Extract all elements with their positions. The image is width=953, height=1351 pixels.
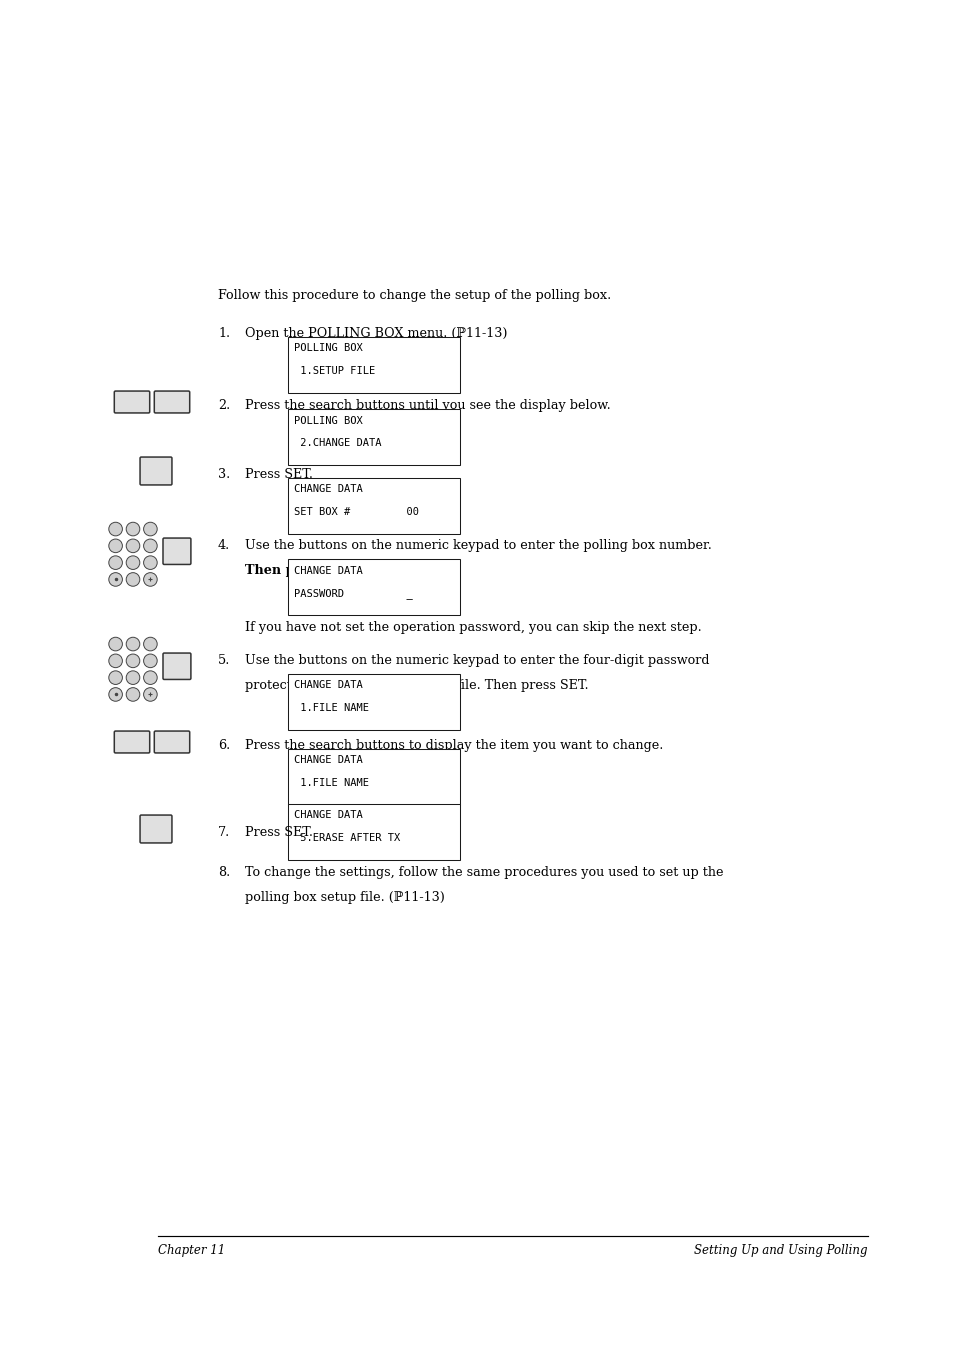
Bar <box>288 748 459 805</box>
Bar <box>288 409 459 465</box>
Text: 1.FILE NAME: 1.FILE NAME <box>294 703 369 713</box>
Text: 5.ERASE AFTER TX: 5.ERASE AFTER TX <box>294 834 400 843</box>
Text: 6.: 6. <box>218 739 230 753</box>
FancyBboxPatch shape <box>114 390 150 413</box>
Bar <box>288 674 459 730</box>
Circle shape <box>144 671 157 685</box>
Text: 2.CHANGE DATA: 2.CHANGE DATA <box>294 438 381 449</box>
Text: 1.FILE NAME: 1.FILE NAME <box>294 778 369 788</box>
Circle shape <box>109 671 122 685</box>
Text: CHANGE DATA: CHANGE DATA <box>294 811 363 820</box>
Circle shape <box>126 688 140 701</box>
Text: SET BOX #         00: SET BOX # 00 <box>294 507 419 517</box>
Circle shape <box>109 523 122 536</box>
Circle shape <box>144 654 157 667</box>
Text: 7.: 7. <box>218 825 230 839</box>
FancyBboxPatch shape <box>154 731 190 753</box>
Circle shape <box>144 573 157 586</box>
Circle shape <box>109 555 122 570</box>
Circle shape <box>144 555 157 570</box>
Text: Then press SET.: Then press SET. <box>245 563 359 577</box>
Text: POLLING BOX: POLLING BOX <box>294 343 363 354</box>
Text: 8.: 8. <box>218 866 230 880</box>
Circle shape <box>109 688 122 701</box>
Circle shape <box>126 638 140 651</box>
Text: To change the settings, follow the same procedures you used to set up the: To change the settings, follow the same … <box>245 866 722 880</box>
Circle shape <box>144 523 157 536</box>
Circle shape <box>144 638 157 651</box>
Text: Setting Up and Using Polling: Setting Up and Using Polling <box>694 1244 867 1256</box>
Circle shape <box>144 539 157 553</box>
Text: If you have not set the operation password, you can skip the next step.: If you have not set the operation passwo… <box>245 621 701 634</box>
Text: POLLING BOX: POLLING BOX <box>294 416 363 426</box>
FancyBboxPatch shape <box>163 538 191 565</box>
Text: 5.: 5. <box>218 654 230 667</box>
Text: Use the buttons on the numeric keypad to enter the four-digit password: Use the buttons on the numeric keypad to… <box>245 654 709 667</box>
FancyBboxPatch shape <box>114 731 150 753</box>
Circle shape <box>126 555 140 570</box>
Circle shape <box>126 573 140 586</box>
Text: 1.: 1. <box>218 327 230 340</box>
Text: Chapter 11: Chapter 11 <box>158 1244 225 1256</box>
Circle shape <box>109 654 122 667</box>
Text: CHANGE DATA: CHANGE DATA <box>294 681 363 690</box>
Bar <box>288 336 459 393</box>
Circle shape <box>126 654 140 667</box>
Text: Press SET.: Press SET. <box>245 467 313 481</box>
Text: protecting the polling box setup file. Then press SET.: protecting the polling box setup file. T… <box>245 678 588 692</box>
Text: Press the search buttons until you see the display below.: Press the search buttons until you see t… <box>245 399 610 412</box>
FancyBboxPatch shape <box>140 457 172 485</box>
Circle shape <box>144 688 157 701</box>
Circle shape <box>126 539 140 553</box>
Circle shape <box>126 671 140 685</box>
Text: Use the buttons on the numeric keypad to enter the polling box number.: Use the buttons on the numeric keypad to… <box>245 539 711 553</box>
Text: PASSWORD          _: PASSWORD _ <box>294 588 413 598</box>
Text: CHANGE DATA: CHANGE DATA <box>294 755 363 766</box>
Circle shape <box>109 539 122 553</box>
Circle shape <box>109 638 122 651</box>
FancyBboxPatch shape <box>154 390 190 413</box>
FancyBboxPatch shape <box>140 815 172 843</box>
Circle shape <box>109 573 122 586</box>
Text: 4.: 4. <box>218 539 230 553</box>
Text: polling box setup file. (ℙ11-13): polling box setup file. (ℙ11-13) <box>245 890 444 904</box>
Text: Press the search buttons to display the item you want to change.: Press the search buttons to display the … <box>245 739 662 753</box>
Bar <box>288 559 459 615</box>
Text: Follow this procedure to change the setup of the polling box.: Follow this procedure to change the setu… <box>218 289 611 303</box>
Text: CHANGE DATA: CHANGE DATA <box>294 485 363 494</box>
Text: 1.SETUP FILE: 1.SETUP FILE <box>294 366 375 376</box>
Text: Press SET.: Press SET. <box>245 825 313 839</box>
Text: Open the POLLING BOX menu. (ℙ11-13): Open the POLLING BOX menu. (ℙ11-13) <box>245 327 507 340</box>
Text: CHANGE DATA: CHANGE DATA <box>294 566 363 576</box>
Circle shape <box>126 523 140 536</box>
Text: 2.: 2. <box>218 399 230 412</box>
Bar <box>288 478 459 534</box>
Text: 3.: 3. <box>218 467 230 481</box>
FancyBboxPatch shape <box>163 653 191 680</box>
Bar <box>288 804 459 861</box>
